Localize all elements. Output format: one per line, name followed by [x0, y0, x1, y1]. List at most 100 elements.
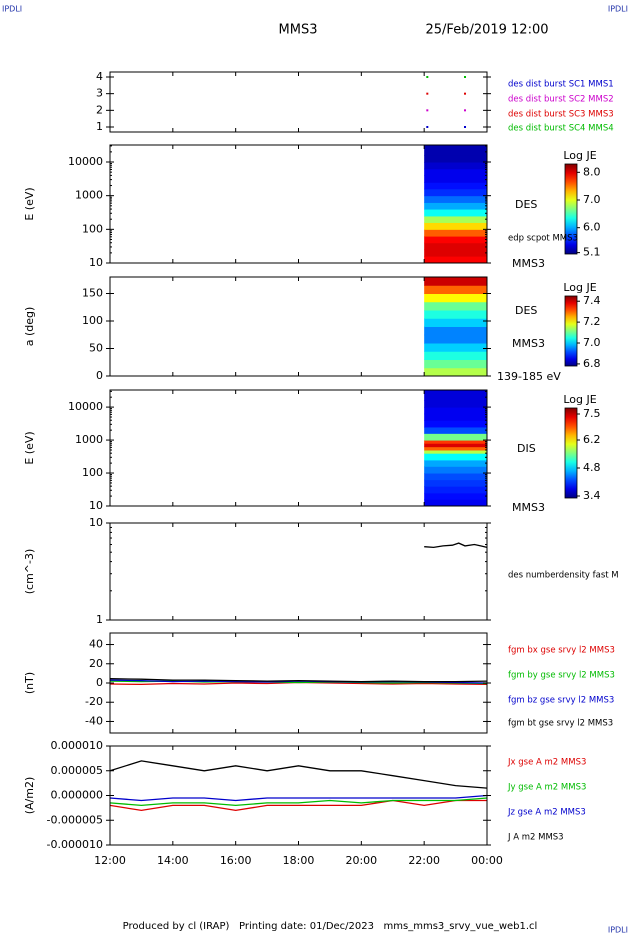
spectrogram-cell [424, 351, 487, 360]
spectrogram-cell [424, 473, 487, 481]
y-axis-label: (cm^-3) [23, 549, 36, 595]
x-tick-label: 12:00 [94, 854, 126, 867]
spectrogram-cell [424, 175, 487, 183]
spectrogram-cell [424, 301, 487, 311]
y-tick-label: 10000 [68, 155, 103, 168]
panel: Log JE7.4 7.2 7.0 6.8 0 50 100 150 a (deg) DES MMS… [23, 276, 601, 383]
line [109, 678, 488, 683]
y-tick-label: 10000 [68, 400, 103, 413]
line [109, 799, 487, 812]
legend-entry: des dist burst SC1 MMS1 [508, 80, 614, 90]
spectrogram-cell [424, 195, 487, 203]
annotation: 139-185 eV [497, 370, 561, 383]
panel: Log JE7.5 6.2 4.8 3.4 10 100 1000 10000 E (eV) DI… [23, 389, 601, 514]
spectrogram-cell [424, 390, 487, 401]
legend-entry: des numberdensity fast M [508, 571, 619, 581]
panel: Log JE 8.0 7.0 6.0 5.1 10 100 1000 10000 E (eV) DE… [23, 144, 601, 270]
annotation: MMS3 [512, 337, 545, 350]
x-tick-label: 22:00 [408, 854, 440, 867]
y-tick-label: 0 [96, 369, 103, 382]
spectrogram-cell [424, 499, 487, 507]
line [424, 542, 488, 549]
spectrogram-cell [424, 492, 487, 500]
point [464, 109, 467, 112]
y-tick-label: 4 [96, 70, 103, 83]
point [464, 126, 467, 128]
spectrogram-cell [424, 334, 487, 344]
y-tick-label: -40 [85, 714, 103, 727]
legend-entry: des dist burst SC4 MMS4 [508, 124, 614, 134]
x-tick-label: 16:00 [220, 854, 252, 867]
spectrogram-cell [424, 145, 487, 156]
footer: Produced by cl (IRAP) Printing date: 01/… [123, 921, 538, 932]
y-tick-label: 0 [96, 676, 103, 689]
x-tick-label: 14:00 [157, 854, 189, 867]
colorbar-tick-label: 6.0 [583, 221, 601, 234]
point [426, 109, 429, 112]
y-tick-label: 150 [82, 287, 103, 300]
point [426, 126, 429, 128]
spectrogram-cell [424, 242, 487, 251]
spectrogram-cell [424, 433, 487, 441]
legend-entry: J A m2 MMS3 [507, 833, 564, 843]
spectrogram-cell [424, 236, 487, 244]
point [426, 76, 429, 78]
spectrogram-cell [424, 162, 487, 170]
annotation: edp scpot MMS3 [508, 234, 578, 244]
y-tick-label: 0.000010 [51, 739, 104, 752]
spectrogram-cell [424, 426, 487, 434]
spectrogram-cell [424, 466, 487, 474]
spectrogram-cell [424, 202, 487, 210]
spectrogram-cell [424, 459, 487, 467]
y-tick-label: 20 [89, 657, 103, 670]
y-tick-label: 10 [89, 499, 103, 512]
spectrogram-cell [424, 249, 487, 257]
y-tick-label: -0.000010 [47, 838, 103, 851]
spectrogram-cell [424, 229, 487, 237]
colorbar-tick-label: 4.8 [583, 461, 601, 474]
y-tick-label: 0.000005 [51, 764, 104, 777]
spectrogram-cell [424, 443, 487, 448]
spectrogram-cell [424, 209, 487, 217]
legend-entry: des dist burst SC2 MMS2 [508, 95, 614, 105]
spectrogram-cell [424, 188, 487, 197]
line [109, 797, 488, 807]
y-tick-label: 2 [96, 103, 103, 116]
x-tick-label: 20:00 [345, 854, 377, 867]
y-axis-label: (nT) [23, 672, 36, 694]
panel: des numberdensity fast M 1 10 (cm^-3) [23, 516, 619, 626]
legend-entry: fgm by gse srvy l2 MMS3 [508, 671, 615, 681]
spectrogram-cell [424, 420, 487, 428]
legend-entry: fgm bx gse srvy l2 MMS3 [508, 646, 615, 656]
spectrogram-cell [424, 407, 487, 415]
legend-entry: Jx gse A m2 MMS3 [507, 758, 586, 768]
spectrogram-cell [424, 256, 487, 264]
y-tick-label: 0.000000 [51, 789, 104, 802]
logo: IPDLI [608, 926, 628, 934]
legend-entry: Jy gse A m2 MMS3 [507, 783, 586, 793]
legend-entry: fgm bz gse srvy l2 MMS3 [508, 696, 614, 706]
colorbar-tick-label: 8.0 [583, 165, 601, 178]
y-tick-label: -0.000005 [47, 813, 103, 826]
y-tick-label: 10 [89, 516, 103, 529]
colorbar-tick-label: 7.5 [583, 407, 601, 420]
y-tick-label: 100 [82, 222, 103, 235]
annotation: MMS3 [512, 501, 545, 514]
panel: Jx gse A m2 MMS3 Jy gse A m2 MMS3 Jz gse A… [23, 739, 586, 867]
colorbar-title: Log JE [563, 281, 596, 294]
y-tick-label: -20 [85, 695, 103, 708]
y-tick-label: 1000 [75, 433, 103, 446]
spectrogram-cell [424, 453, 487, 461]
y-axis-label: E (eV) [23, 187, 36, 220]
y-tick-label: 100 [82, 466, 103, 479]
legend-entry: fgm bt gse srvy l2 MMS3 [508, 719, 613, 729]
colorbar-tick-label: 6.2 [583, 433, 601, 446]
panel: des dist burst SC1 MMS1 des dist burst SC… [96, 70, 614, 134]
line [109, 794, 488, 802]
point [426, 92, 429, 95]
y-tick-label: 10 [89, 256, 103, 269]
logo: IPDLI [608, 5, 628, 14]
annotation: DES [515, 304, 537, 317]
